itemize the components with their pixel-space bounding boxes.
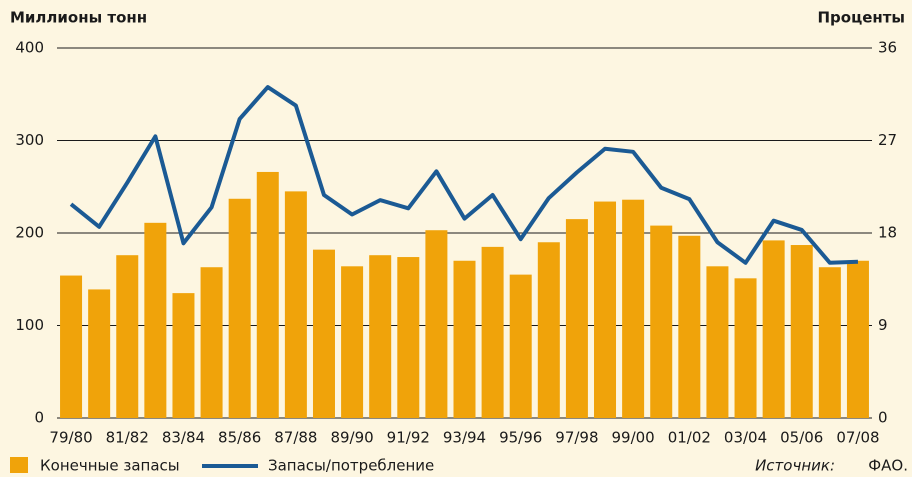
x-tick-label: 87/88 xyxy=(274,429,317,447)
bar xyxy=(481,246,504,418)
bar xyxy=(88,289,111,418)
x-tick-label: 85/86 xyxy=(218,429,261,447)
bar xyxy=(818,267,841,418)
x-tick-label: 89/90 xyxy=(330,429,373,447)
bar xyxy=(228,198,251,418)
bar xyxy=(706,266,729,418)
x-tick-label: 97/98 xyxy=(555,429,598,447)
bar xyxy=(762,240,785,418)
bar xyxy=(60,275,83,418)
bar xyxy=(734,278,757,418)
bar xyxy=(846,260,869,418)
bar xyxy=(172,293,195,418)
y2-tick-label: 36 xyxy=(878,39,897,57)
x-tick-label: 83/84 xyxy=(162,429,205,447)
legend-label: Запасы/потребление xyxy=(268,457,434,475)
bar xyxy=(565,219,588,418)
x-tick-label: 01/02 xyxy=(668,429,711,447)
y2-tick-label: 18 xyxy=(878,224,897,242)
x-tick-label: 05/06 xyxy=(780,429,823,447)
y-tick-label: 0 xyxy=(34,409,44,427)
left-axis-label: Миллионы тонн xyxy=(10,9,147,27)
y2-tick-label: 27 xyxy=(878,131,897,149)
legend-swatch xyxy=(10,457,28,473)
bar xyxy=(650,225,673,418)
y2-tick-label: 9 xyxy=(878,316,888,334)
bar xyxy=(790,245,813,418)
x-tick-label: 03/04 xyxy=(724,429,767,447)
x-tick-label: 79/80 xyxy=(49,429,92,447)
x-tick-label: 07/08 xyxy=(836,429,879,447)
bar xyxy=(144,222,167,418)
bar xyxy=(622,199,645,418)
y-tick-label: 400 xyxy=(15,39,44,57)
source-label: Источник: xyxy=(755,457,835,475)
bar xyxy=(200,267,223,418)
bar xyxy=(678,235,701,418)
y2-tick-label: 0 xyxy=(878,409,888,427)
y-tick-label: 200 xyxy=(15,224,44,242)
bar xyxy=(509,274,532,418)
x-tick-label: 99/00 xyxy=(612,429,655,447)
bar xyxy=(594,201,617,418)
bar xyxy=(369,255,392,418)
bar xyxy=(425,230,448,418)
source: ФАО. xyxy=(868,457,908,475)
x-tick-label: 81/82 xyxy=(106,429,149,447)
y-tick-label: 300 xyxy=(15,131,44,149)
bar xyxy=(312,249,335,418)
right-axis-label: Проценты xyxy=(817,9,905,27)
y-tick-label: 100 xyxy=(15,316,44,334)
bar xyxy=(256,171,279,418)
bar xyxy=(284,191,307,418)
bar xyxy=(537,242,560,418)
line xyxy=(69,85,859,265)
legend-label: Конечные запасы xyxy=(40,457,180,475)
bar xyxy=(453,260,476,418)
x-tick-label: 91/92 xyxy=(387,429,430,447)
x-tick-label: 93/94 xyxy=(443,429,486,447)
bar xyxy=(341,266,364,418)
bar xyxy=(397,257,420,418)
bar xyxy=(116,255,139,418)
x-tick-label: 95/96 xyxy=(499,429,542,447)
